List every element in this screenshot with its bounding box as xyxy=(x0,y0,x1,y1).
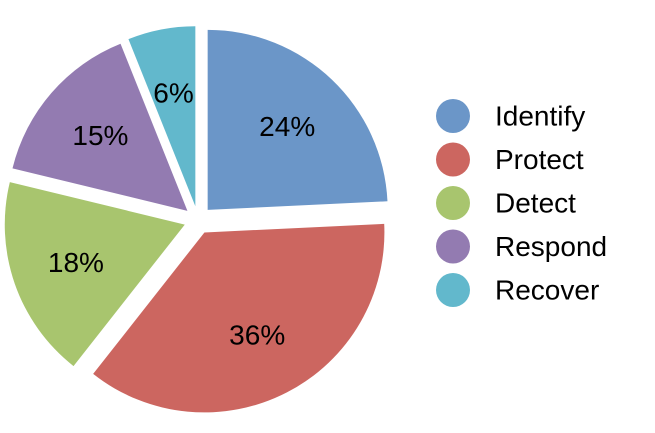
legend-label-respond: Respond xyxy=(495,231,607,262)
legend: Identify Protect Detect Respond Recover xyxy=(436,99,607,307)
legend-label-identify: Identify xyxy=(495,101,585,132)
pie-slice-respond xyxy=(12,43,188,211)
slice-label-identify: 24% xyxy=(259,111,315,142)
legend-marker-detect xyxy=(436,186,470,220)
legend-label-protect: Protect xyxy=(495,144,584,175)
legend-label-recover: Recover xyxy=(495,275,599,306)
pie-slice-recover xyxy=(128,26,196,207)
pie-slice-protect xyxy=(93,223,385,413)
pie-slice-identify xyxy=(207,29,388,210)
slice-label-protect: 36% xyxy=(229,319,285,350)
slice-label-respond: 15% xyxy=(72,120,128,151)
pie-value-labels: 24% 36% 18% 15% 6% xyxy=(48,78,315,351)
pie-slices xyxy=(4,26,388,413)
legend-marker-recover xyxy=(436,273,470,307)
legend-marker-identify xyxy=(436,99,470,133)
slice-label-recover: 6% xyxy=(153,78,193,109)
legend-marker-respond xyxy=(436,229,470,264)
legend-label-detect: Detect xyxy=(495,188,576,219)
slice-label-detect: 18% xyxy=(48,247,104,278)
pie-slice-detect xyxy=(4,182,185,367)
legend-marker-protect xyxy=(436,142,470,177)
